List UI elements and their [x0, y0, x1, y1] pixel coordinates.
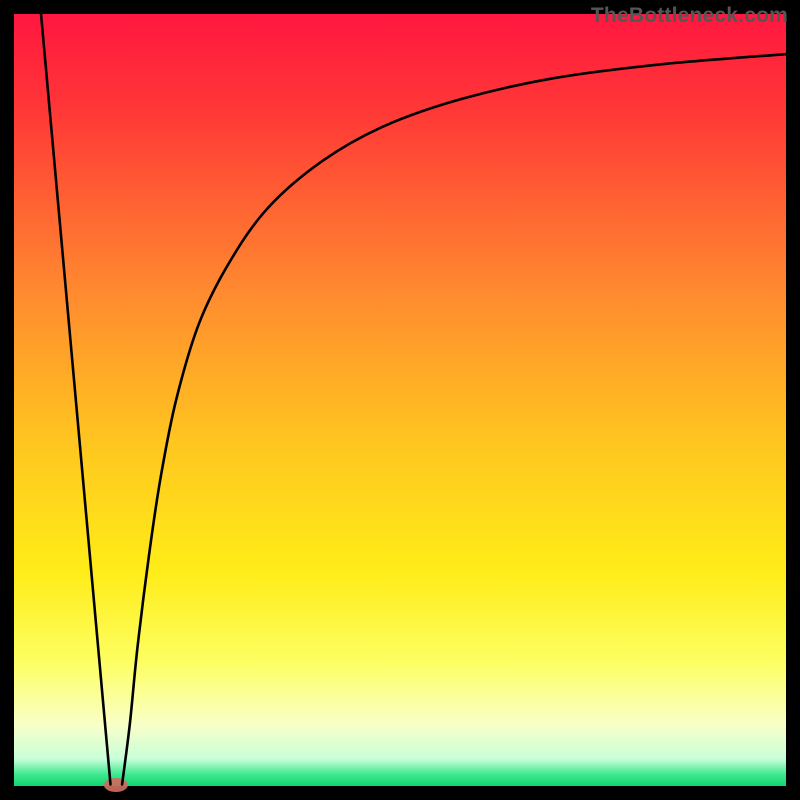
minimum-marker: [104, 778, 128, 792]
plot-background: [14, 14, 786, 786]
chart-container: TheBottleneck.com: [0, 0, 800, 800]
chart-svg: [0, 0, 800, 800]
watermark-text: TheBottleneck.com: [591, 4, 788, 28]
